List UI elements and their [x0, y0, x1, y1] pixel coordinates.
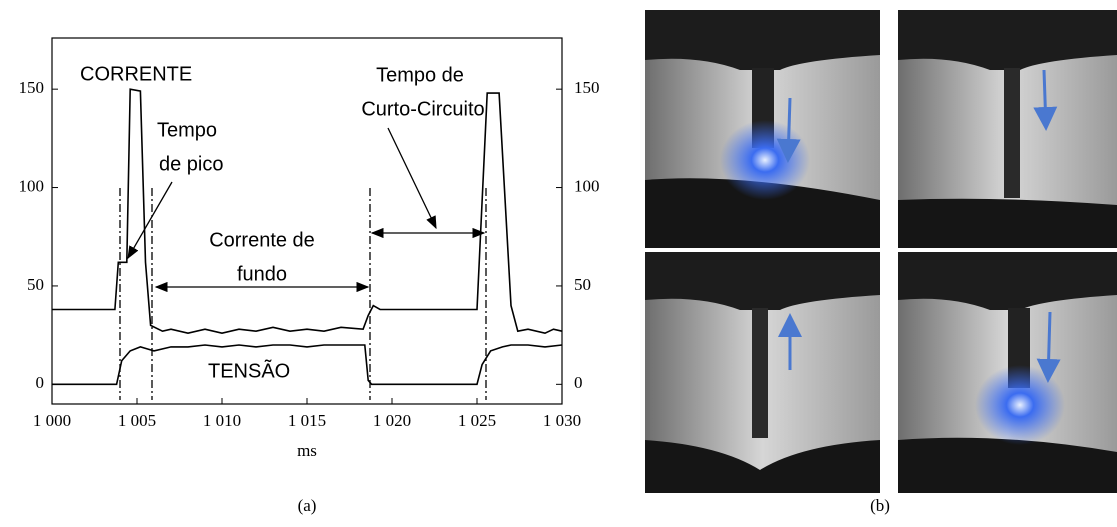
- photo: [898, 252, 1117, 493]
- annotation: fundo: [237, 263, 287, 285]
- x-axis-label: ms: [297, 441, 317, 460]
- y-tick-label: 50: [27, 275, 44, 294]
- series-label: CORRENTE: [80, 63, 192, 85]
- y2-tick-label: 0: [574, 373, 583, 392]
- y-tick-label: 150: [19, 78, 45, 97]
- figure: CORRENTE TENSÃO Tempo de pico Corrente d…: [0, 0, 1117, 527]
- arrow: [128, 182, 172, 258]
- x-tick-label: 1 020: [373, 411, 411, 430]
- photos: [645, 10, 1117, 493]
- x-tick-label: 1 025: [458, 411, 496, 430]
- caption: (b): [870, 496, 890, 515]
- annotation: Tempo: [157, 119, 217, 141]
- series-label: TENSÃO: [208, 358, 290, 382]
- arrow: [388, 128, 436, 228]
- photo: [898, 10, 1117, 248]
- y2-tick-label: 100: [574, 176, 600, 195]
- caption: (a): [298, 496, 317, 515]
- x-tick-label: 1 005: [118, 411, 156, 430]
- x-tick-label: 1 030: [543, 411, 581, 430]
- x-tick-label: 1 000: [33, 411, 71, 430]
- y-tick-label: 0: [36, 373, 45, 392]
- photo: [645, 252, 880, 493]
- y2-tick-label: 50: [574, 275, 591, 294]
- y2-tick-label: 150: [574, 78, 600, 97]
- x-tick-label: 1 010: [203, 411, 241, 430]
- y-tick-label: 100: [19, 176, 45, 195]
- photo: [645, 10, 880, 248]
- annotation: Corrente de: [209, 229, 315, 251]
- annotation: Curto-Circuito: [361, 98, 484, 120]
- annotation: Tempo de: [376, 64, 464, 86]
- x-tick-label: 1 015: [288, 411, 326, 430]
- annotation: de pico: [159, 153, 224, 175]
